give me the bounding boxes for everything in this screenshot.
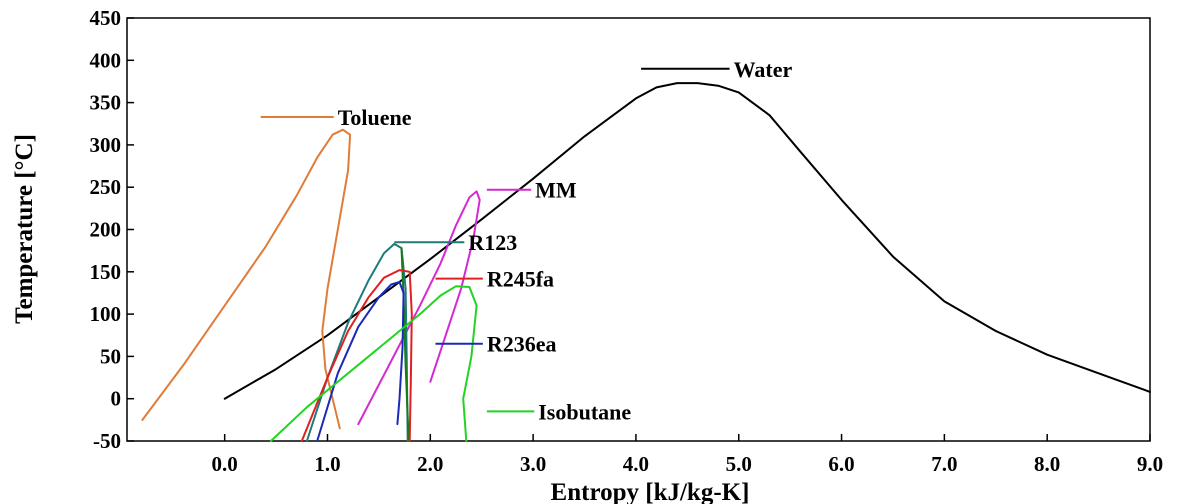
x-tick-label: 7.0 — [931, 452, 957, 476]
y-tick-label: 400 — [90, 48, 122, 72]
x-tick-label: 5.0 — [726, 452, 752, 476]
x-tick-label: 1.0 — [314, 452, 340, 476]
x-axis-title: Entropy [kJ/kg-K] — [551, 479, 750, 504]
series-label: R123 — [468, 230, 517, 255]
series-label: R245fa — [487, 267, 554, 292]
series-label: R236ea — [487, 332, 557, 357]
y-tick-label: 0 — [111, 387, 122, 411]
series-line-r245fa — [300, 269, 413, 442]
y-tick-label: 250 — [90, 175, 122, 199]
y-tick-label: -50 — [93, 429, 121, 453]
x-tick-label: 0.0 — [212, 452, 238, 476]
series-line-water — [223, 82, 1151, 400]
y-axis-title: Temperature [°C] — [11, 134, 38, 324]
x-tick-label: 2.0 — [417, 452, 443, 476]
y-tick-label: 450 — [90, 6, 122, 30]
y-tick-label: 300 — [90, 133, 122, 157]
x-tick-label: 4.0 — [623, 452, 649, 476]
series-line-toluene — [141, 128, 352, 430]
x-tick-label: 8.0 — [1034, 452, 1060, 476]
y-tick-label: 200 — [90, 218, 122, 242]
x-tick-label: 3.0 — [520, 452, 546, 476]
series-line-r123 — [305, 242, 409, 442]
series-line-r123-green- — [400, 247, 410, 442]
series-label: Isobutane — [538, 399, 631, 424]
series-label: MM — [535, 178, 577, 203]
series-line-r236ea — [316, 281, 405, 442]
series-label: Toluene — [338, 105, 412, 130]
axis-ticks: 0.0 1.0 2.0 3.0 4.0 5.0 6.0 7.0 8.0 9.0 -50 0 50 100 1… — [90, 6, 1164, 476]
series-layer — [141, 82, 1151, 442]
y-tick-label: 50 — [100, 344, 121, 368]
plot-frame — [126, 17, 1151, 442]
x-tick-label: 9.0 — [1137, 452, 1163, 476]
series-label: Water — [734, 57, 793, 82]
x-tick-label: 6.0 — [828, 452, 854, 476]
y-tick-label: 350 — [90, 91, 122, 115]
y-tick-label: 100 — [90, 302, 122, 326]
y-tick-label: 150 — [90, 260, 122, 284]
series-labels: Water Toluene MM R123 R245fa R236ea Isobutane — [260, 57, 793, 424]
series-line-isobutane — [269, 285, 478, 442]
series-line-mm — [357, 190, 481, 426]
